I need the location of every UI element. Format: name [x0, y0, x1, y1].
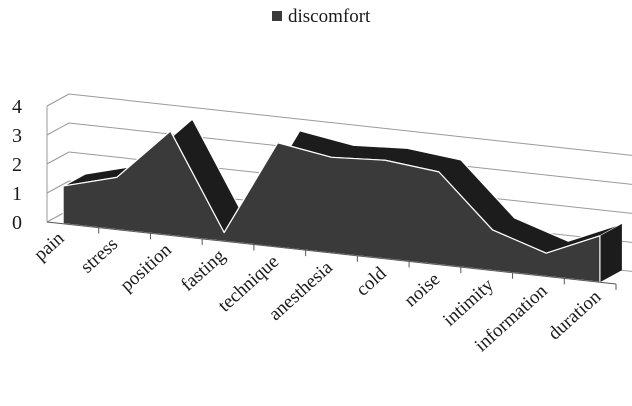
- x-tick-label-noise: noise: [400, 269, 444, 311]
- legend-swatch: [272, 11, 282, 21]
- x-tick-label-pain: pain: [30, 228, 69, 266]
- y-tick-label: 3: [12, 125, 22, 147]
- x-tick-label-intimity: intimity: [439, 274, 498, 330]
- gridline-side: [47, 94, 69, 106]
- x-tick-label-stress: stress: [77, 234, 122, 278]
- legend: discomfort: [272, 6, 371, 27]
- x-tick-label-duration: duration: [544, 286, 605, 344]
- x-tick-label-fasting: fasting: [177, 245, 230, 296]
- y-tick-label: 4: [12, 96, 22, 118]
- y-tick-label: 1: [12, 183, 22, 205]
- y-tick-label: 0: [12, 212, 22, 234]
- y-tick-label: 2: [12, 154, 22, 176]
- y-axis: 0 1 2 3 4: [12, 96, 22, 234]
- legend-label: discomfort: [288, 6, 371, 27]
- x-tick-label-cold: cold: [352, 263, 391, 301]
- gridline-side: [47, 152, 69, 164]
- gridline-side: [47, 123, 69, 135]
- x-tick-label-position: position: [116, 239, 176, 296]
